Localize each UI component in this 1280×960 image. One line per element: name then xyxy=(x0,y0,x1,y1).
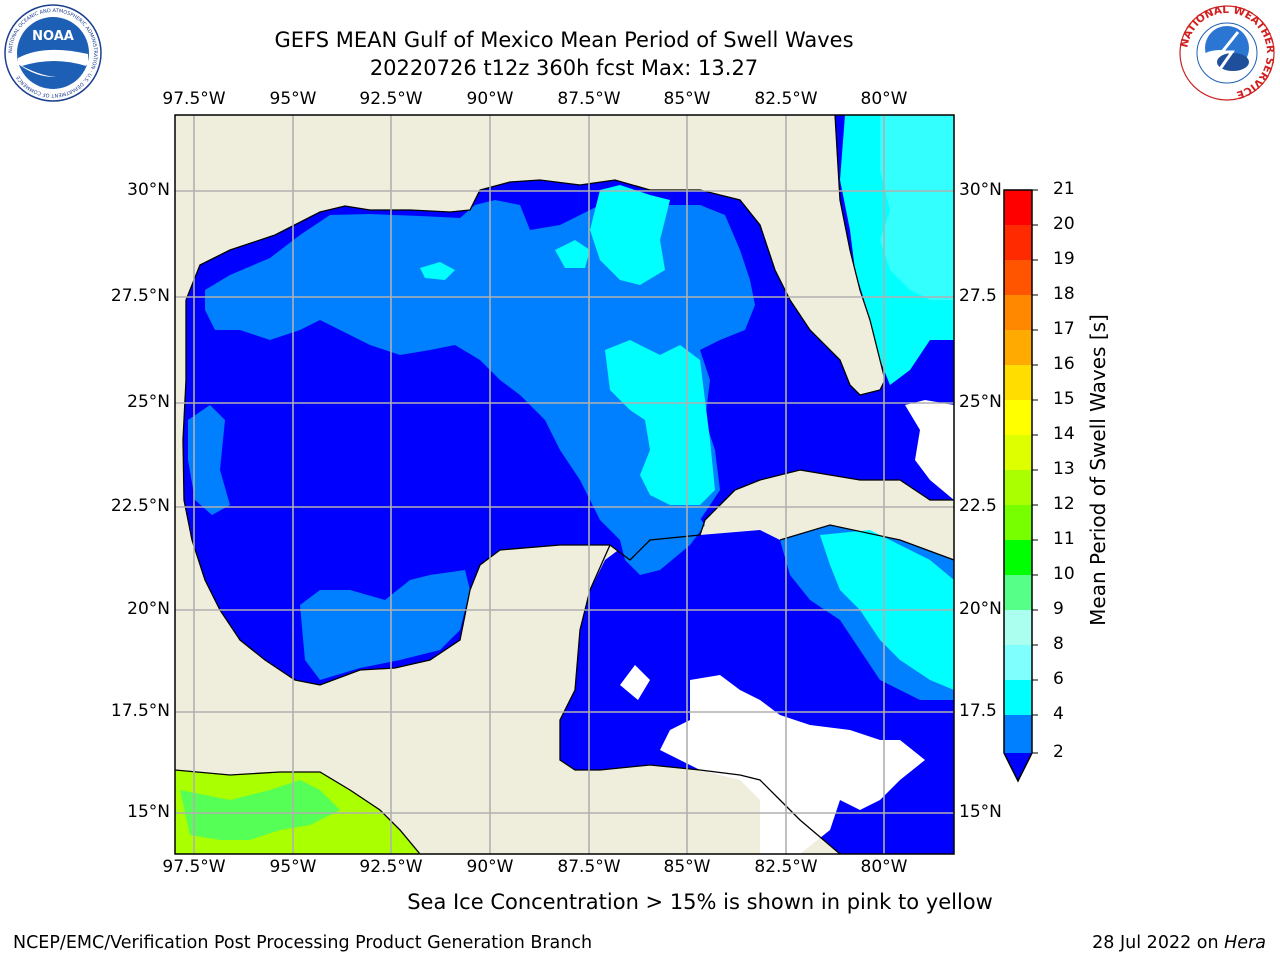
colorbar-tick-label: 12 xyxy=(1053,494,1075,514)
footer-producer: NCEP/EMC/Verification Post Processing Pr… xyxy=(13,933,593,953)
footer-machine: Hera xyxy=(1224,933,1266,953)
lon-label-top: 92.5°W xyxy=(359,89,423,109)
chart-subtitle: 20220726 t12z 360h fcst Max: 13.27 xyxy=(369,56,759,80)
lon-label-bottom: 95°W xyxy=(269,857,317,877)
gulf-north-band-4-6 xyxy=(555,240,590,268)
colorbar-tick-label: 19 xyxy=(1053,249,1075,269)
lat-label-right: 22.5 xyxy=(959,496,997,516)
caribbean-masked-area xyxy=(660,675,925,854)
lon-label-top: 95°W xyxy=(269,89,317,109)
colorbar-tick-label: 9 xyxy=(1053,599,1064,619)
lon-label-top: 97.5°W xyxy=(162,89,226,109)
colorbar-tick-label: 11 xyxy=(1053,529,1075,549)
colorbar-tick-label: 6 xyxy=(1053,669,1064,689)
colorbar-tick-label: 15 xyxy=(1053,389,1075,409)
yucatan-channel-band-2-4 xyxy=(620,505,705,575)
svg-text:NOAA: NOAA xyxy=(32,29,74,44)
lat-label-left: 15°N xyxy=(127,802,170,822)
lon-label-bottom: 82.5°W xyxy=(754,857,818,877)
gulf-north-band-4-6-b xyxy=(420,262,455,280)
lat-label-left: 27.5°N xyxy=(110,286,170,306)
lon-label-top: 87.5°W xyxy=(557,89,621,109)
ice-note-text: Sea Ice Concentration > 15% is shown in … xyxy=(407,890,993,914)
footer-date: 28 Jul 2022 on Hera xyxy=(1092,933,1266,953)
lat-label-right: 30°N xyxy=(959,180,1002,200)
atlantic-band-6-8 xyxy=(880,115,954,300)
colorbar-tick-label: 18 xyxy=(1053,284,1075,304)
colorbar-tick-label: 16 xyxy=(1053,354,1075,374)
map-frame xyxy=(174,114,955,855)
lat-label-left: 20°N xyxy=(127,599,170,619)
lon-label-bottom: 92.5°W xyxy=(359,857,423,877)
colorbar-title: Mean Period of Swell Waves [s] xyxy=(1086,314,1110,626)
lat-label-right: 15°N xyxy=(959,802,1002,822)
colorbar-tick-label: 20 xyxy=(1053,214,1075,234)
lat-label-right: 25°N xyxy=(959,392,1002,412)
colorbar xyxy=(1003,189,1038,783)
noaa-logo: NOAA NATIONAL OCEANIC AND ATMOSPHERIC AD… xyxy=(4,4,102,102)
lon-label-bottom: 97.5°W xyxy=(162,857,226,877)
lon-label-top: 90°W xyxy=(466,89,514,109)
gulf-sea-band-2-4 xyxy=(205,200,755,560)
colorbar-tick-label: 14 xyxy=(1053,424,1075,444)
nws-logo: NATIONAL WEATHER SERVICE xyxy=(1178,4,1276,101)
colorbar-tick-label: 17 xyxy=(1053,319,1075,339)
atlantic-masked-area xyxy=(905,400,954,500)
gulf-central-band-4-6 xyxy=(590,185,670,285)
lat-label-left: 30°N xyxy=(127,180,170,200)
lon-label-bottom: 85°W xyxy=(663,857,711,877)
lat-label-right: 17.5 xyxy=(959,701,997,721)
lon-label-top: 80°W xyxy=(860,89,908,109)
lat-label-left: 17.5°N xyxy=(110,701,170,721)
lon-label-bottom: 87.5°W xyxy=(557,857,621,877)
lon-label-top: 82.5°W xyxy=(754,89,818,109)
lon-label-bottom: 80°W xyxy=(860,857,908,877)
lat-label-left: 25°N xyxy=(127,392,170,412)
lon-label-bottom: 90°W xyxy=(466,857,514,877)
colorbar-tick-label: 13 xyxy=(1053,459,1075,479)
colorbar-tick-label: 8 xyxy=(1053,634,1064,654)
colorbar-tick-label: 2 xyxy=(1053,742,1064,762)
colorbar-tick-label: 21 xyxy=(1053,179,1075,199)
colorbar-tick-label: 4 xyxy=(1053,704,1064,724)
chart-title: GEFS MEAN Gulf of Mexico Mean Period of … xyxy=(274,28,854,52)
lat-label-right: 20°N xyxy=(959,599,1002,619)
ice-note: Sea Ice Concentration > 15% is shown in … xyxy=(0,890,1280,914)
colorbar-tick-label: 10 xyxy=(1053,564,1075,584)
lat-label-right: 27.5 xyxy=(959,286,997,306)
lon-label-top: 85°W xyxy=(663,89,711,109)
map-grid xyxy=(175,115,954,854)
gulf-west-band-2-4 xyxy=(188,405,230,515)
footer-date-text: 28 Jul 2022 on xyxy=(1092,933,1225,953)
lat-label-left: 22.5°N xyxy=(110,496,170,516)
bay-of-campeche-band-2-4 xyxy=(300,570,470,680)
pacific-sea-band-mid xyxy=(180,780,340,840)
caribbean-masked-area-b xyxy=(620,665,650,700)
